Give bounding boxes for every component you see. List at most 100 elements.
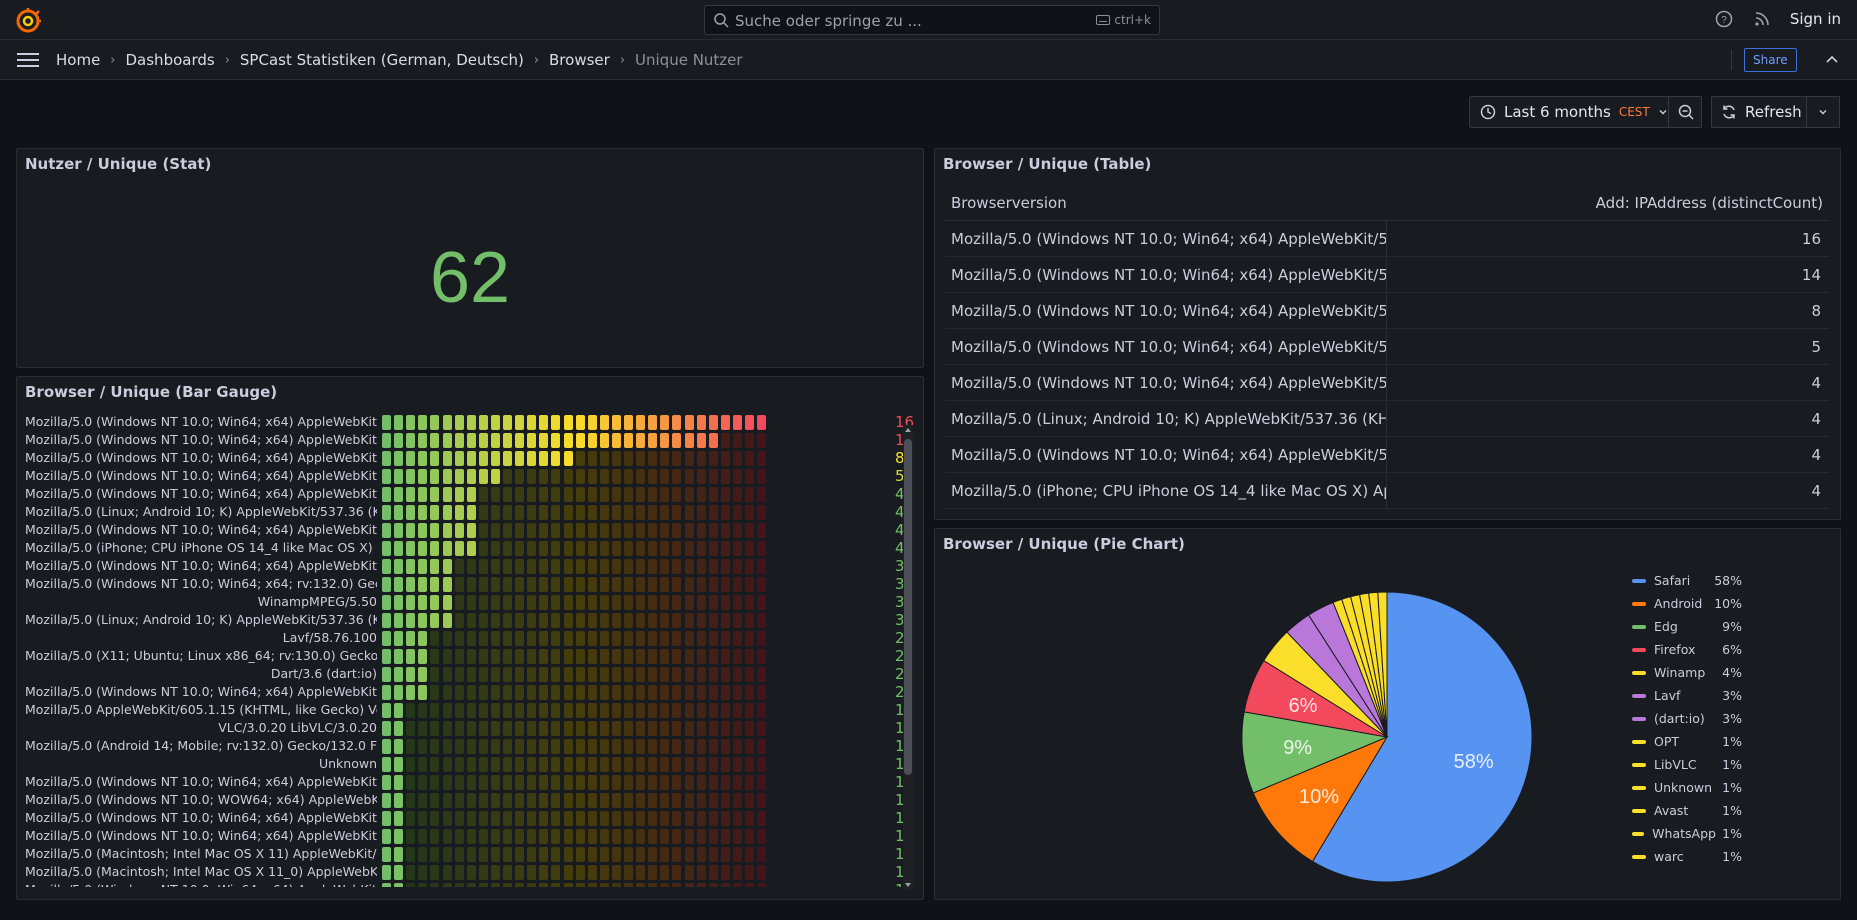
breadcrumb-folder[interactable]: SPCast Statistiken (German, Deutsch) [239, 51, 524, 69]
time-range-picker[interactable]: Last 6 months CEST [1469, 96, 1702, 128]
bar-gauge-cell [599, 577, 609, 592]
bar-gauge-cell [466, 451, 476, 466]
bar-gauge-cell [527, 613, 537, 628]
bar-gauge-cell [599, 739, 609, 754]
bar-gauge-cell [418, 667, 428, 682]
legend-item[interactable]: Unknown 1% [1632, 776, 1742, 799]
legend-swatch [1632, 647, 1646, 652]
bar-gauge-value: 2 [895, 629, 905, 647]
bar-gauge-cell [527, 883, 537, 887]
bar-gauge-cell [515, 883, 525, 887]
bar-gauge-cell [406, 685, 416, 700]
legend-item[interactable]: Safari 58% [1632, 569, 1742, 592]
bar-gauge-cell [696, 829, 706, 844]
bar-gauge-cell [587, 685, 597, 700]
bar-gauge-cell [527, 559, 537, 574]
bar-gauge-label: Mozilla/5.0 (Macintosh; Intel Mac OS X 1… [25, 864, 377, 879]
scroll-up-icon[interactable] [903, 425, 913, 435]
bar-gauge-cell [732, 595, 742, 610]
bar-gauge-cell [732, 667, 742, 682]
divider [1731, 50, 1732, 70]
column-header-browserversion[interactable]: Browserversion [951, 193, 1067, 212]
legend-item[interactable]: Firefox 6% [1632, 638, 1742, 661]
refresh-button[interactable]: Refresh [1711, 96, 1807, 128]
legend-item[interactable]: Edg 9% [1632, 615, 1742, 638]
pie-slice-edg[interactable] [1241, 711, 1389, 794]
bar-gauge-cell [490, 829, 500, 844]
cell-count: 4 [1811, 373, 1821, 392]
bar-gauge-cell [757, 721, 767, 736]
share-button[interactable]: Share [1744, 48, 1797, 72]
bar-gauge-cell [708, 415, 718, 430]
legend-item[interactable]: Android 10% [1632, 592, 1742, 615]
pie-slice-safari[interactable] [1311, 591, 1533, 883]
bar-gauge-cell [636, 757, 646, 772]
legend-item[interactable]: warc 1% [1632, 845, 1742, 868]
bar-gauge-cell [660, 649, 670, 664]
chevron-up-icon[interactable] [1824, 52, 1840, 68]
bar-gauge-cell [611, 757, 621, 772]
bar-gauge-row: Mozilla/5.0 (Windows NT 10.0; Win64; x64… [25, 575, 915, 593]
bar-gauge-cell [684, 721, 694, 736]
legend-item[interactable]: Lavf 3% [1632, 684, 1742, 707]
bar-gauge-cell [478, 667, 488, 682]
bar-gauge-cell [503, 865, 512, 880]
bar-gauge-cell [430, 721, 440, 736]
pie-slice-warc[interactable] [1377, 591, 1388, 738]
bar-gauge-cell [611, 829, 621, 844]
bar-gauge-cell [757, 793, 767, 808]
bar-gauge-cell [575, 541, 585, 556]
bar-gauge-cell [406, 721, 416, 736]
breadcrumb-subfolder[interactable]: Browser [549, 51, 610, 69]
search-input[interactable]: Suche oder springe zu ... ctrl+k [704, 5, 1160, 35]
bar-gauge-cell [757, 469, 767, 484]
bar-gauge-cell [563, 847, 573, 862]
sign-in-link[interactable]: Sign in [1789, 10, 1841, 28]
legend-item[interactable]: OPT 1% [1632, 730, 1742, 753]
bar-gauge-cell [696, 793, 706, 808]
chevron-right-icon: › [619, 52, 626, 68]
bar-gauge-cell [672, 721, 682, 736]
bar-gauge-cell [745, 577, 754, 592]
legend-name: Firefox [1654, 642, 1696, 657]
bar-gauge-cell [587, 847, 597, 862]
rss-icon[interactable] [1752, 9, 1772, 29]
scrollbar-thumb[interactable] [904, 439, 912, 775]
column-header-count[interactable]: Add: IPAddress (distinctCount) [1595, 193, 1823, 212]
legend-item[interactable]: LibVLC 1% [1632, 753, 1742, 776]
scroll-down-icon[interactable] [903, 880, 913, 890]
bar-gauge-cell [575, 415, 585, 430]
bar-gauge-cell [515, 433, 525, 448]
bar-gauge-cell [478, 631, 488, 646]
menu-icon[interactable] [17, 52, 39, 68]
legend-swatch [1632, 716, 1646, 721]
scrollbar[interactable] [903, 425, 913, 890]
refresh-interval-dropdown[interactable] [1807, 96, 1840, 128]
bar-gauge-cell [430, 433, 440, 448]
bar-gauge-cell [478, 775, 488, 790]
breadcrumb-home[interactable]: Home [56, 51, 101, 69]
bar-gauge-cell [503, 469, 512, 484]
grafana-logo-icon[interactable] [15, 8, 41, 34]
bar-gauge-cell [490, 631, 500, 646]
zoom-out-button[interactable] [1668, 96, 1702, 128]
bar-gauge-cell [757, 433, 767, 448]
panel-title: Browser / Unique (Table) [943, 155, 1152, 173]
legend-item[interactable]: Avast 1% [1632, 799, 1742, 822]
legend-item[interactable]: Winamp 4% [1632, 661, 1742, 684]
legend-item[interactable]: WhatsApp 1% [1632, 822, 1742, 845]
bar-gauge-cell [660, 523, 670, 538]
pie-slice-android[interactable] [1252, 735, 1389, 863]
legend-item[interactable]: (dart:io) 3% [1632, 707, 1742, 730]
breadcrumb-dashboards[interactable]: Dashboards [125, 51, 215, 69]
table-row: Mozilla/5.0 (Windows NT 10.0; Win64; x64… [945, 437, 1829, 473]
bar-gauge-cell [587, 451, 597, 466]
help-icon[interactable]: ? [1714, 9, 1734, 29]
bar-gauge-cell [563, 469, 573, 484]
bar-gauge-cell [430, 829, 440, 844]
bar-gauge-cell [648, 865, 658, 880]
bar-gauge-cell [672, 595, 682, 610]
bar-gauge-cell [587, 487, 597, 502]
bar-gauge-cell [575, 757, 585, 772]
top-right-actions: ? Sign in [1714, 9, 1841, 29]
